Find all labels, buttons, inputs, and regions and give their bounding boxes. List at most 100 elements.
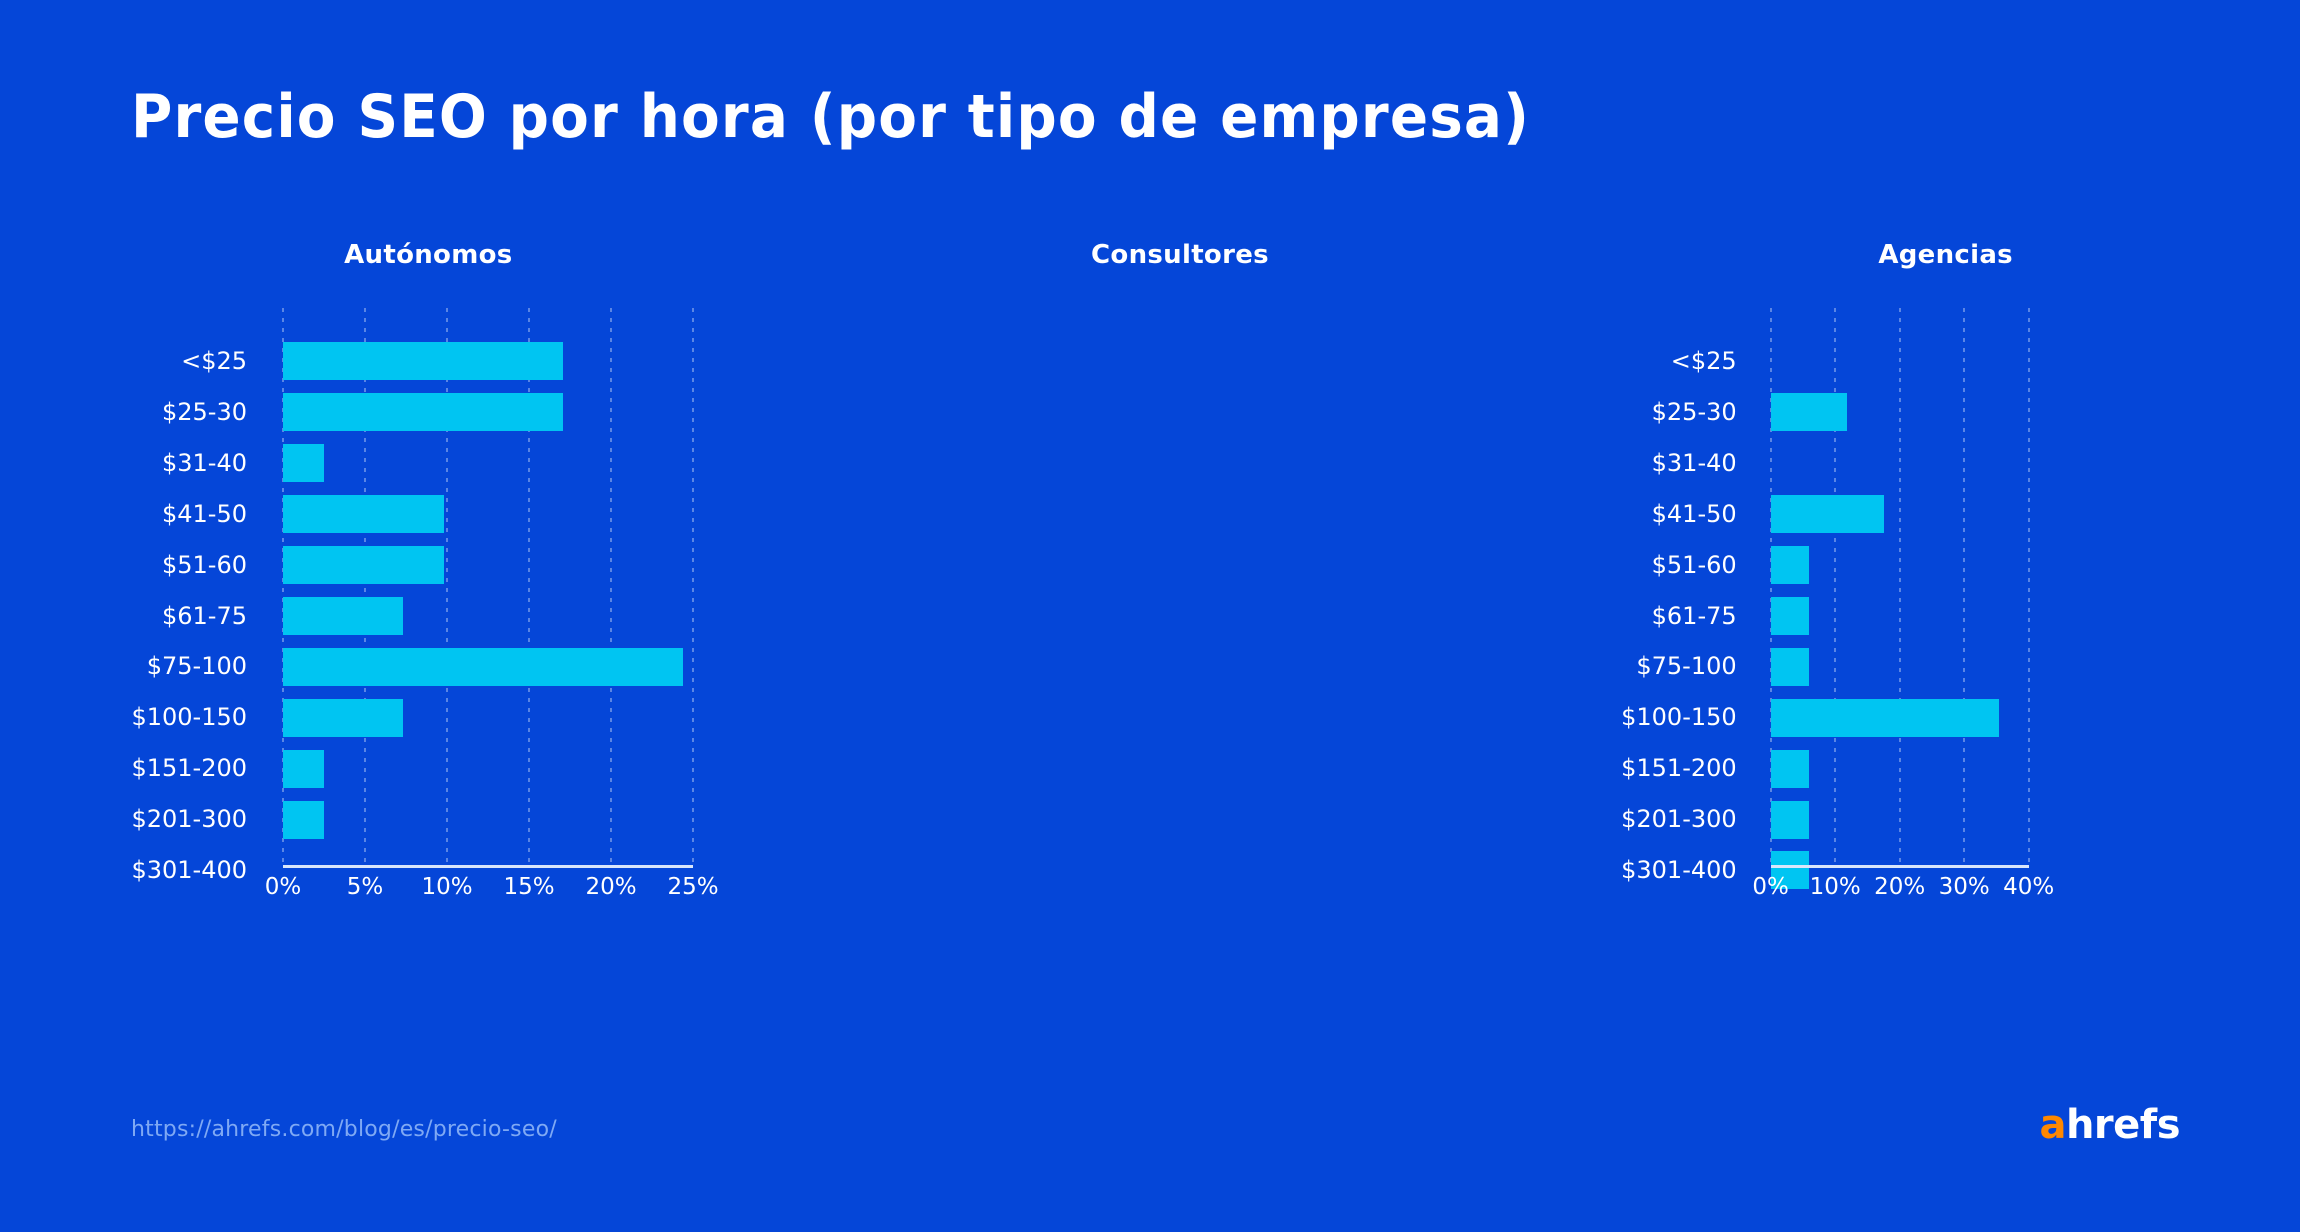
category-label: $301-400 (131, 856, 247, 884)
bar (283, 444, 324, 483)
bar-row (283, 641, 693, 692)
bar (1770, 393, 1847, 432)
category-label: $301-400 (1621, 856, 1737, 884)
category-label: $201-300 (1621, 805, 1737, 834)
bar-row (1770, 540, 2029, 591)
x-tick-label: 40% (2003, 874, 2055, 900)
x-axis-line-autonomos (283, 865, 693, 868)
category-axis-consultores: <$25 $25-30 $31-40 $41-50 $51-60 $61-75 $75-10… (1601, 308, 1753, 884)
gridline (1769, 308, 1772, 868)
category-label: <$25 (1670, 347, 1737, 375)
bar (1770, 698, 1999, 737)
bar-row (1770, 387, 2029, 438)
plot-wrap-consultores: <$25 $25-30 $31-40 $41-50 $51-60 $61-75 $75-10… (1619, 308, 2054, 900)
category-label: <$25 (181, 347, 247, 375)
bar-row (1770, 641, 2029, 692)
bar-row (283, 794, 693, 845)
chart-title-consultores: Consultores (1091, 240, 1269, 270)
category-label: $100-150 (1621, 703, 1737, 732)
gridline (1963, 308, 1966, 868)
bar (283, 749, 324, 788)
bar (1770, 495, 1885, 534)
chart-panel-agencias: Agencias <$25 $25-30 $31-40 $41-50 $51-60 $61… (1533, 228, 2300, 968)
plot-wrap-autonomos: <$25 $25-30 $31-40 $41-50 $51-60 $61-75 $75-10… (131, 308, 719, 900)
x-tick-label: 20% (1874, 874, 1926, 900)
gridline (1834, 308, 1837, 868)
bar-row (283, 489, 693, 540)
x-tick-label: 10% (1809, 874, 1861, 900)
bar (1770, 749, 1809, 788)
bar (283, 647, 684, 686)
logo-text: hrefs (2065, 1102, 2181, 1148)
charts-row: Autónomos <$25 $25-30 $31-40 $41-50 $51-60 $6… (0, 228, 2300, 968)
bar (283, 800, 324, 839)
category-label: $75-100 (1636, 652, 1737, 681)
bar-row (1770, 692, 2029, 743)
chart-panel-autonomos: Autónomos <$25 $25-30 $31-40 $41-50 $51-60 $6… (0, 228, 767, 968)
bar (1770, 546, 1809, 585)
gridline (282, 308, 284, 868)
bars-autonomos (283, 308, 693, 868)
ahrefs-logo: ahrefs (2039, 1105, 2180, 1145)
bar (283, 342, 564, 381)
x-tick-label: 20% (585, 874, 637, 900)
x-tick-label: 10% (421, 874, 473, 900)
x-tick-label: 0% (1752, 874, 1789, 900)
bars-consultores (1770, 308, 2029, 890)
bar (1770, 800, 1809, 839)
bar-row (283, 438, 693, 489)
x-tick-labels-autonomos: 0% 5% 10% 15% 20% 25% (265, 874, 719, 914)
x-tick-label: 0% (264, 874, 302, 900)
bar (283, 495, 444, 534)
bar-row (1770, 489, 2029, 540)
bar-row (1770, 794, 2029, 845)
category-label: $75-100 (146, 652, 247, 681)
category-label: $201-300 (131, 805, 247, 834)
bar-row (1770, 743, 2029, 794)
gridline (528, 308, 530, 868)
bar (283, 546, 444, 585)
category-label: $151-200 (131, 754, 247, 783)
x-tick-label: 25% (667, 874, 719, 900)
x-axis-line-consultores (1770, 865, 2029, 868)
bar (1770, 596, 1809, 635)
bar-row (283, 387, 693, 438)
bar (283, 393, 564, 432)
category-axis-autonomos: <$25 $25-30 $31-40 $41-50 $51-60 $61-75 $75-10… (111, 308, 263, 884)
category-label: $31-40 (1651, 448, 1737, 477)
x-tick-label: 5% (346, 874, 384, 900)
x-tick-label: 15% (503, 874, 555, 900)
gridline (1898, 308, 1901, 868)
category-label: $51-60 (1651, 550, 1737, 579)
bar-row (1770, 845, 2029, 896)
category-label: $31-40 (161, 448, 247, 477)
bar-row (283, 336, 693, 387)
chart-panel-consultores: Consultores <$25 $25-30 $31-40 $41-50 $51-60… (767, 228, 2054, 968)
category-label: $51-60 (161, 550, 247, 579)
logo-letter-a: a (2039, 1102, 2066, 1148)
category-label: $25-30 (161, 397, 247, 426)
gridline (610, 308, 612, 868)
x-tick-label: 30% (1938, 874, 1990, 900)
bar-row (283, 591, 693, 642)
bar (1770, 851, 1809, 890)
chart-title-autonomos: Autónomos (344, 240, 513, 270)
source-url[interactable]: https://ahrefs.com/blog/es/precio-seo/ (131, 1117, 557, 1142)
category-label: $41-50 (1651, 499, 1737, 528)
gridline (2027, 308, 2030, 868)
bar (283, 596, 403, 635)
category-label: $61-75 (161, 601, 247, 630)
chart-title-agencias: Agencias (1878, 240, 2013, 270)
category-label: $61-75 (1651, 601, 1737, 630)
gridline (446, 308, 448, 868)
category-label: $100-150 (131, 703, 247, 732)
gridline (364, 308, 366, 868)
page-title: Precio SEO por hora (por tipo de empresa… (131, 82, 1531, 152)
category-label: $151-200 (1621, 754, 1737, 783)
gridline (692, 308, 694, 868)
bar (1770, 647, 1809, 686)
bar-row (283, 540, 693, 591)
bar-row (283, 743, 693, 794)
category-label: $41-50 (161, 499, 247, 528)
